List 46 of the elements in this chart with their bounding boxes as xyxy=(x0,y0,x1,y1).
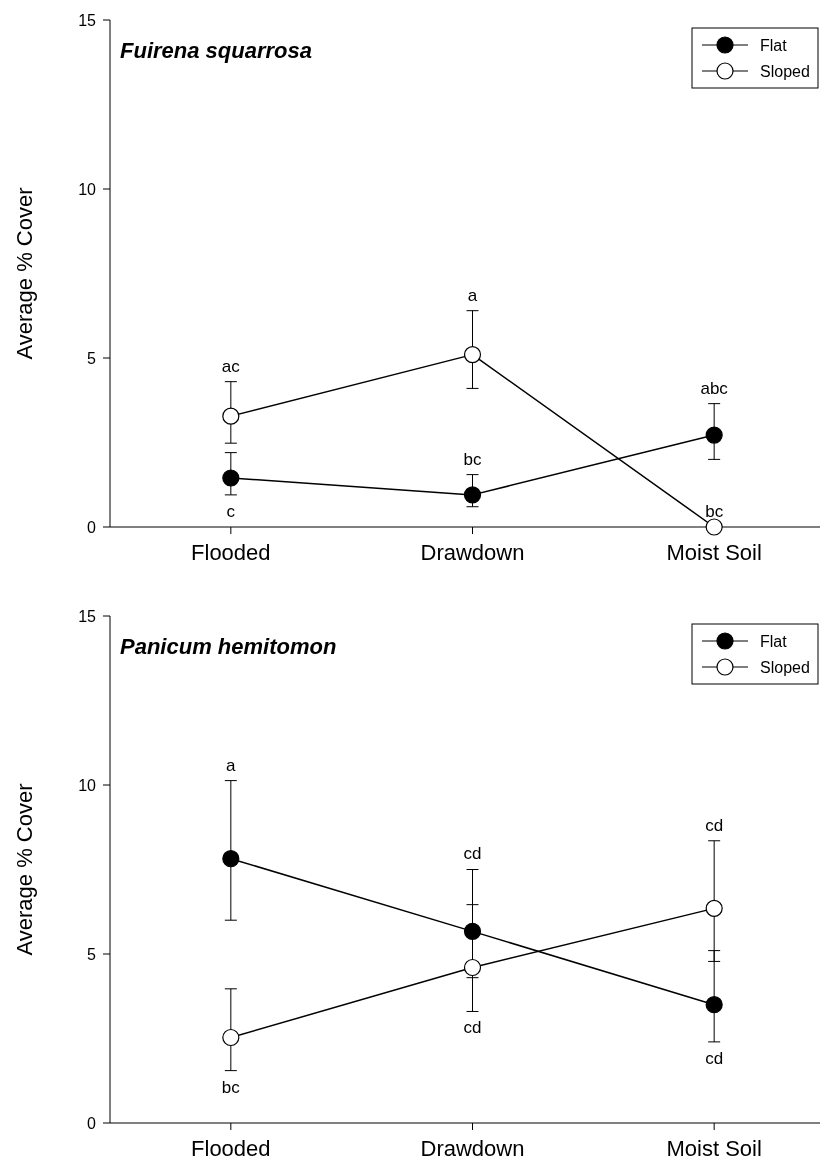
legend-label: Flat xyxy=(760,36,788,54)
y-tick-label: 10 xyxy=(78,776,97,794)
x-tick-label: Drawdown xyxy=(420,540,525,565)
y-axis-title: Average % Cover xyxy=(12,783,37,956)
annotation: a xyxy=(226,755,237,775)
point xyxy=(705,996,723,1014)
y-tick-label: 15 xyxy=(78,607,97,625)
point xyxy=(222,469,240,487)
legend-label: Sloped xyxy=(760,658,810,676)
y-tick-label: 15 xyxy=(78,11,97,29)
annotation: bc xyxy=(221,1077,241,1097)
point xyxy=(463,346,482,364)
y-tick-label: 10 xyxy=(78,180,97,198)
y-tick-label: 0 xyxy=(87,518,97,536)
annotation: cd xyxy=(463,844,482,864)
annotation: cd xyxy=(705,1048,724,1068)
annotation: c xyxy=(226,501,236,521)
point xyxy=(222,1028,240,1047)
annotation: abc xyxy=(700,378,729,398)
point xyxy=(705,899,723,917)
annotation: cd xyxy=(463,1018,482,1038)
point xyxy=(222,850,240,868)
annotation: cd xyxy=(705,815,724,835)
point xyxy=(463,922,482,940)
point xyxy=(705,426,723,444)
legend-label: Flat xyxy=(760,632,788,650)
text: Panicum hemitomon xyxy=(120,634,337,659)
y-tick-label: 0 xyxy=(87,1114,97,1132)
y-axis-title: Average % Cover xyxy=(12,187,37,360)
y-tick-label: 5 xyxy=(87,945,97,963)
annotation: ac xyxy=(221,356,241,376)
annotation: a xyxy=(467,285,478,305)
x-tick-label: Flooded xyxy=(191,540,271,565)
text: Fuirena squarrosa xyxy=(120,38,312,63)
legend-label: Sloped xyxy=(760,62,810,80)
annotation: bc xyxy=(463,449,482,469)
point xyxy=(463,958,482,977)
y-tick-label: 5 xyxy=(87,349,97,367)
x-tick-label: Moist Soil xyxy=(666,1136,762,1161)
annotation: bc xyxy=(705,501,724,521)
point xyxy=(222,407,240,425)
point xyxy=(463,486,482,504)
point xyxy=(705,518,723,536)
x-tick-label: Flooded xyxy=(191,1136,271,1161)
x-tick-label: Drawdown xyxy=(420,1136,525,1161)
x-tick-label: Moist Soil xyxy=(666,540,762,565)
